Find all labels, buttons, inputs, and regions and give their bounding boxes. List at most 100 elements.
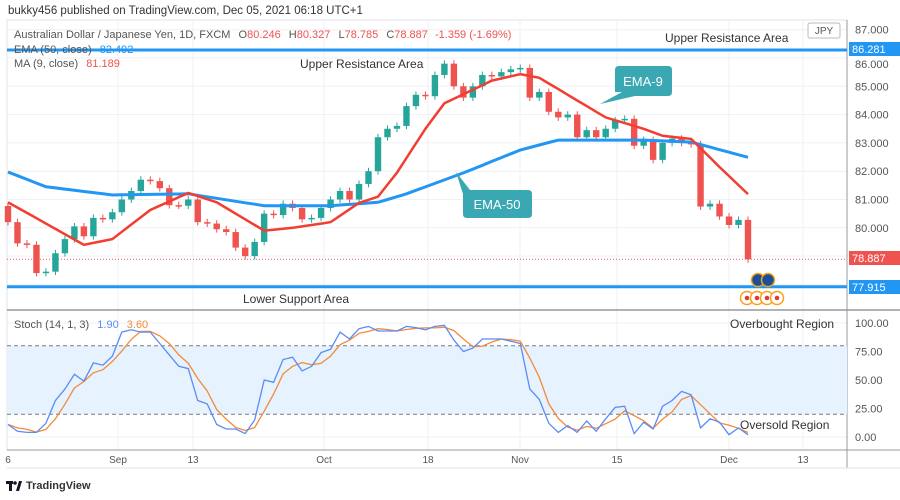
candle-body	[137, 179, 145, 192]
candle	[479, 71, 486, 90]
candle-body	[118, 199, 126, 213]
price-axis[interactable]: 87.000 86.000 85.000 84.000 83.000 82.000 81.0…	[855, 25, 889, 235]
candle-body	[450, 63, 458, 87]
stoch-tick: 75.00	[855, 347, 883, 359]
legend-h-label: H	[289, 29, 297, 41]
candle-body	[270, 213, 277, 216]
legend-low: 78.785	[345, 29, 379, 41]
candle	[317, 204, 325, 222]
candle	[223, 225, 230, 236]
candle	[194, 196, 201, 226]
au-flag-icon	[760, 272, 776, 288]
candle-body	[23, 243, 31, 245]
price-tick: 80.000	[855, 223, 889, 235]
candle-body	[317, 207, 325, 218]
time-axis[interactable]: 6 Sep 13 Oct 18 Nov 15 Dec 13	[5, 455, 809, 466]
candle	[450, 60, 458, 90]
currency-badge[interactable]: JPY	[807, 22, 841, 39]
candle-body	[327, 199, 334, 208]
candle	[270, 210, 277, 219]
candle-body	[14, 222, 21, 244]
candle-body	[403, 106, 410, 126]
ema50-callout[interactable]: EMA-50	[456, 172, 532, 218]
support-price-badge: 77.915	[849, 280, 900, 294]
candle-body	[583, 130, 590, 138]
candle-body	[706, 203, 714, 207]
candle-body	[80, 226, 88, 237]
ema9-callout[interactable]: EMA-9	[600, 66, 672, 104]
candle-body	[593, 130, 600, 138]
candle-body	[744, 219, 752, 260]
stoch-k-line	[7, 324, 749, 436]
candle	[232, 228, 239, 252]
time-label: Oct	[316, 455, 332, 466]
candle-body	[42, 271, 50, 274]
candle-body	[555, 111, 562, 118]
candle-body	[355, 183, 363, 200]
legend-l-label: L	[338, 29, 344, 41]
candle-body	[384, 128, 391, 138]
lower-support-label[interactable]: Lower Support Area	[243, 292, 349, 306]
candle	[241, 244, 249, 260]
candle-body	[564, 114, 571, 118]
stoch-tick: 25.00	[855, 404, 883, 416]
candle-body	[526, 67, 533, 98]
legend-row-stoch[interactable]: Stoch (14, 1, 3) 1.90 3.60	[14, 319, 148, 331]
overbought-label[interactable]: Overbought Region	[730, 317, 834, 331]
candle-body	[507, 69, 515, 73]
candle-body	[52, 253, 59, 272]
candle	[460, 82, 467, 102]
price-tick: 81.000	[855, 195, 889, 207]
candle-body	[488, 74, 496, 77]
candle-body	[649, 140, 657, 160]
candle	[374, 133, 382, 175]
tradingview-logo[interactable]: TradingView	[6, 480, 91, 492]
price-tick: 87.000	[855, 25, 889, 37]
candle-body	[33, 244, 40, 274]
price-tick: 82.000	[855, 166, 889, 178]
stoch-tick: 0.00	[855, 432, 876, 444]
last-price: 78.887	[852, 253, 886, 265]
candle	[469, 82, 477, 102]
legend-row-ema[interactable]: EMA (50, close) 82.492	[14, 44, 133, 56]
candle-body	[213, 223, 220, 230]
candle-body	[687, 142, 695, 145]
candle	[574, 111, 581, 141]
ma-legend-label: MA (9, close)	[14, 58, 78, 70]
candle	[251, 238, 258, 260]
candle	[384, 125, 391, 141]
time-label: 13	[187, 455, 199, 466]
oversold-label[interactable]: Oversold Region	[740, 418, 829, 432]
candle	[365, 167, 372, 188]
resistance-price: 86.281	[852, 44, 886, 56]
time-label: 18	[422, 455, 434, 466]
stoch-tick: 50.00	[855, 375, 883, 387]
price-tick: 85.000	[855, 81, 889, 93]
candle	[716, 200, 723, 220]
candle	[403, 102, 410, 130]
candle-body	[99, 217, 107, 220]
candle	[99, 214, 107, 223]
candle-body	[498, 72, 505, 77]
economic-event-flags[interactable]	[739, 272, 785, 306]
candle-body	[536, 91, 543, 98]
candle	[213, 220, 220, 233]
upper-resistance-label-2[interactable]: Upper Resistance Area	[665, 31, 789, 45]
stoch-axis[interactable]: 100.00 75.00 50.00 25.00 0.00	[855, 318, 889, 444]
upper-resistance-label-1[interactable]: Upper Resistance Area	[300, 57, 424, 71]
candle	[166, 184, 173, 209]
candle-body	[697, 144, 704, 207]
candle-body	[308, 217, 315, 220]
ema50-line	[7, 138, 749, 208]
candle	[336, 187, 344, 203]
stoch-band-fill	[7, 345, 847, 415]
legend-row-ma[interactable]: MA (9, close) 81.189	[14, 58, 120, 70]
legend-c-label: C	[386, 29, 394, 41]
candle	[118, 196, 126, 216]
legend-open: 80.246	[247, 29, 281, 41]
ma-legend-value: 81.189	[86, 58, 120, 70]
candle	[555, 108, 562, 121]
candle-body	[517, 67, 524, 70]
ema-legend-label: EMA (50, close)	[14, 44, 92, 56]
